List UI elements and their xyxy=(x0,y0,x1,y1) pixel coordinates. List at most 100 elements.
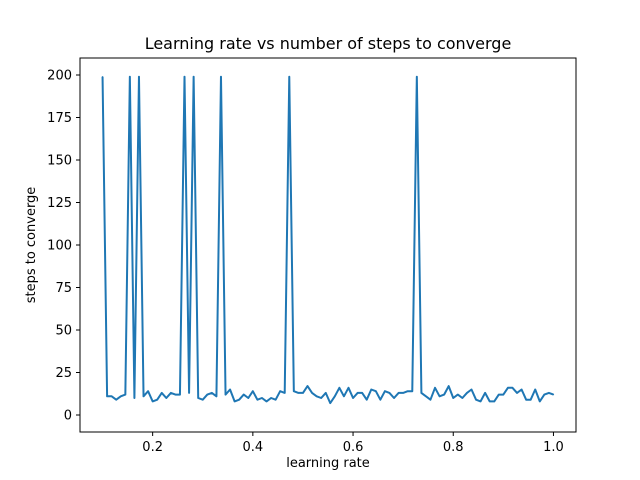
plot-frame xyxy=(79,57,577,433)
data-point xyxy=(402,392,404,394)
data-point xyxy=(174,394,177,396)
data-point xyxy=(325,392,327,394)
data-point xyxy=(498,394,500,396)
data-point xyxy=(265,400,268,402)
data-point xyxy=(511,387,514,389)
data-point xyxy=(311,392,313,394)
data-point xyxy=(411,390,413,392)
data-point xyxy=(434,387,436,389)
data-point xyxy=(452,397,454,399)
data-point xyxy=(316,395,318,397)
data-point xyxy=(211,392,213,394)
x-tick-label: 0.6 xyxy=(343,440,364,455)
data-point xyxy=(393,397,395,399)
x-tick-label: 1.0 xyxy=(543,440,564,455)
data-point xyxy=(247,397,249,399)
x-tick-label: 0.2 xyxy=(142,440,163,455)
data-point xyxy=(129,76,131,78)
data-point xyxy=(120,395,122,397)
data-point xyxy=(270,397,272,399)
data-point xyxy=(206,394,208,396)
data-point xyxy=(238,399,240,401)
data-point xyxy=(448,385,450,387)
y-tick-label: 150 xyxy=(47,154,72,169)
data-point xyxy=(329,402,331,404)
data-point xyxy=(133,397,136,399)
data-point xyxy=(507,387,509,389)
data-point xyxy=(357,392,359,394)
data-point xyxy=(193,76,195,78)
data-point xyxy=(215,395,218,397)
data-point xyxy=(379,399,381,401)
data-point xyxy=(416,76,418,78)
data-point xyxy=(516,392,518,394)
x-axis-label: learning rate xyxy=(286,456,370,471)
x-axis: 0.2 0.4 0.6 0.8 1.0 xyxy=(142,432,564,455)
data-point xyxy=(320,397,322,399)
data-point xyxy=(457,394,459,396)
data-point xyxy=(111,395,113,397)
data-point xyxy=(338,387,340,389)
data-point xyxy=(370,388,372,391)
data-point xyxy=(302,392,304,394)
data-point xyxy=(361,392,363,394)
data-point xyxy=(539,400,541,402)
y-tick-label: 200 xyxy=(47,69,72,84)
data-point xyxy=(138,76,140,78)
data-point xyxy=(252,390,254,392)
data-point xyxy=(366,399,368,401)
data-point xyxy=(188,392,190,394)
data-point xyxy=(493,400,495,402)
y-axis: 0 25 50 75 100 125 150 175 200 xyxy=(47,69,80,424)
data-point xyxy=(179,394,181,396)
data-point xyxy=(297,392,299,394)
data-point xyxy=(375,390,377,392)
chart-title: Learning rate vs number of steps to conv… xyxy=(145,34,512,53)
y-tick-label: 25 xyxy=(55,366,72,381)
data-point xyxy=(288,76,290,78)
data-point xyxy=(525,399,527,401)
data-point xyxy=(170,392,172,394)
data-point xyxy=(438,395,441,397)
data-point xyxy=(461,397,463,399)
data-point xyxy=(261,397,263,399)
data-point xyxy=(147,390,149,392)
data-point xyxy=(152,400,154,402)
series-line xyxy=(101,75,554,405)
data-point xyxy=(275,399,277,401)
data-point xyxy=(106,395,108,397)
data-point xyxy=(142,395,145,397)
data-point xyxy=(384,390,386,392)
y-tick-label: 50 xyxy=(55,324,72,339)
data-point xyxy=(489,400,491,402)
y-tick-label: 100 xyxy=(47,239,72,254)
data-point xyxy=(165,397,167,399)
data-point xyxy=(124,394,126,396)
y-axis-label: steps to converge xyxy=(24,187,39,304)
data-point xyxy=(279,390,281,392)
data-point xyxy=(293,390,295,392)
data-point xyxy=(220,76,222,78)
data-point xyxy=(234,400,236,402)
data-point xyxy=(475,399,477,401)
data-point xyxy=(466,392,468,394)
data-point xyxy=(101,76,104,78)
y-tick-label: 0 xyxy=(64,409,72,424)
data-point xyxy=(115,399,117,401)
data-point xyxy=(224,394,227,396)
data-point xyxy=(347,387,350,389)
data-point xyxy=(197,397,199,399)
data-point xyxy=(484,392,486,394)
y-tick-label: 125 xyxy=(47,196,72,211)
data-point xyxy=(548,392,550,394)
data-point xyxy=(229,388,231,391)
data-point xyxy=(352,397,354,399)
series-points xyxy=(101,76,555,404)
data-point xyxy=(443,394,445,396)
data-point xyxy=(470,388,473,391)
y-tick-label: 75 xyxy=(55,281,72,296)
x-tick-label: 0.8 xyxy=(443,440,464,455)
data-point xyxy=(284,392,286,394)
y-tick-label: 175 xyxy=(47,111,72,126)
